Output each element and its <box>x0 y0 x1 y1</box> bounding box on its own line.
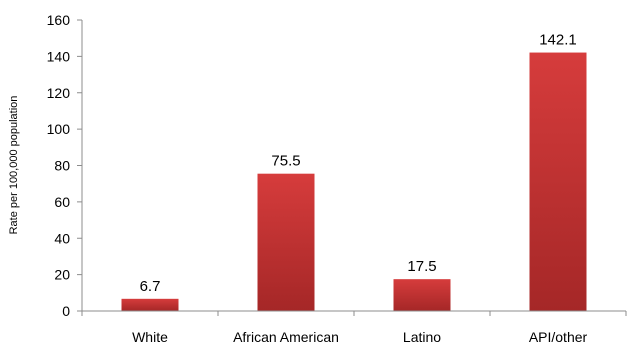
y-tick-label: 160 <box>47 12 71 28</box>
y-tick-label: 140 <box>47 48 71 64</box>
y-axis-ticks: 0 20 40 60 80 100 120 140 160 <box>47 12 82 319</box>
x-tick-label: Latino <box>403 329 441 345</box>
y-tick-label: 120 <box>47 85 71 101</box>
data-label: 6.7 <box>140 278 161 295</box>
y-tick-label: 0 <box>62 303 70 319</box>
data-label: 17.5 <box>407 258 436 275</box>
y-tick-label: 40 <box>54 230 70 246</box>
data-label: 75.5 <box>271 153 300 170</box>
bar <box>257 173 315 311</box>
x-axis-labels: White African American Latino API/other <box>81 311 627 345</box>
x-tick-label: White <box>132 329 168 345</box>
y-tick-label: 20 <box>54 267 70 283</box>
y-tick-label: 80 <box>54 158 70 174</box>
data-label: 142.1 <box>539 32 577 49</box>
x-tick-label: API/other <box>529 329 588 345</box>
bar <box>393 279 451 311</box>
bar <box>529 52 587 311</box>
y-tick-label: 100 <box>47 121 71 137</box>
y-tick-label: 60 <box>54 194 70 210</box>
bars: 6.7 75.5 17.5 142.1 <box>121 32 587 311</box>
x-tick-label: African American <box>233 329 339 345</box>
y-axis-title: Rate per 100,000 population <box>8 96 20 235</box>
bar <box>121 298 179 311</box>
